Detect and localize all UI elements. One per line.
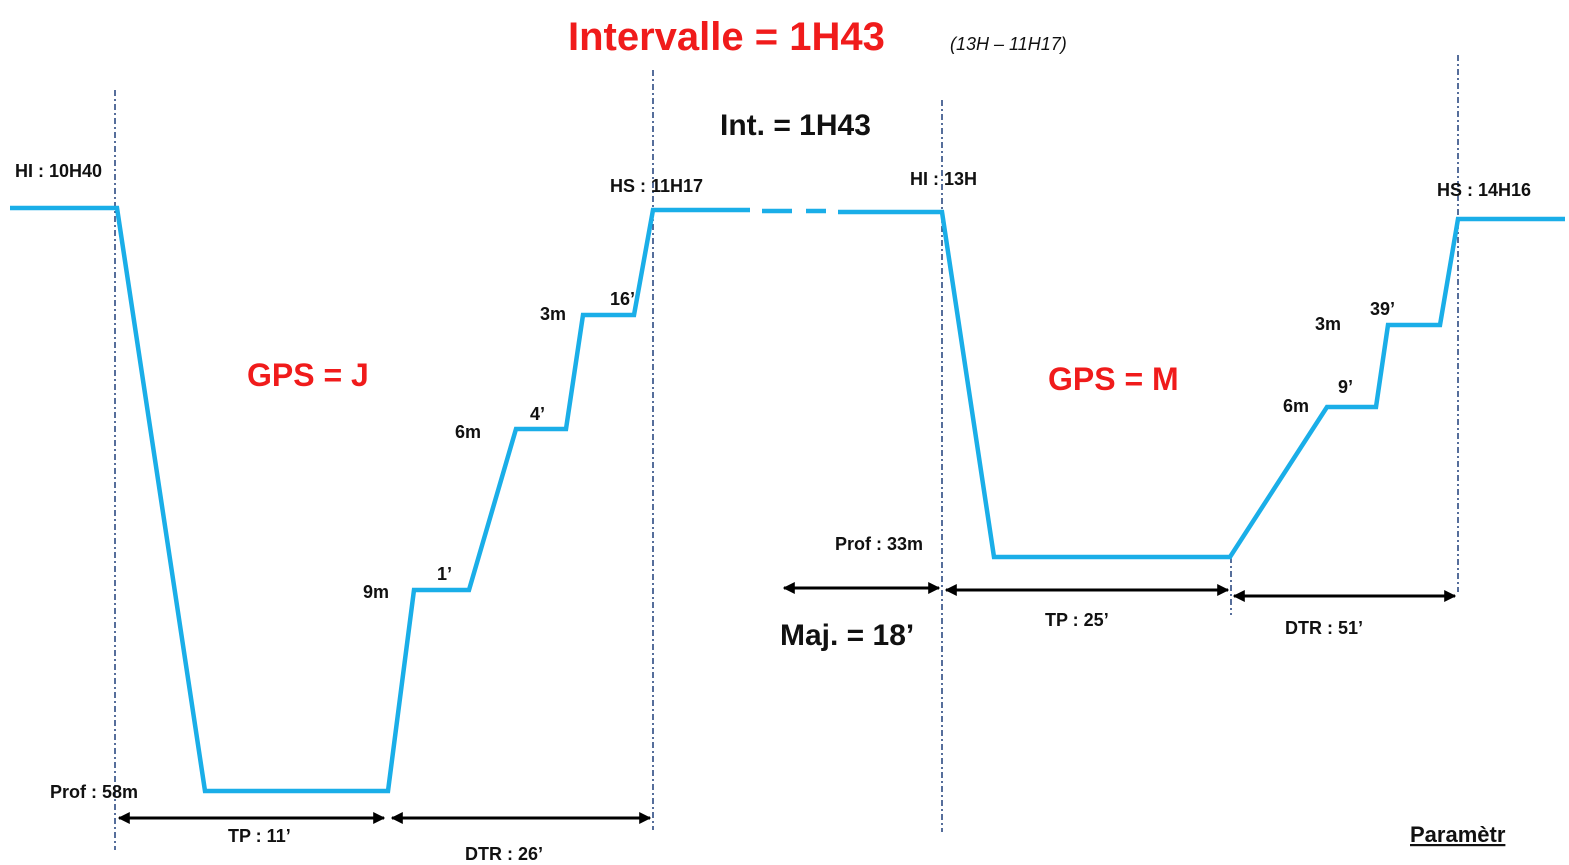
depth: Prof : 33m [835,534,923,554]
gps: GPS = M [1048,361,1179,397]
end-time: HS : 11H17 [610,176,703,196]
dive-profile [838,209,1565,560]
subtitle: (13H – 11H17) [950,34,1067,54]
stop-time: 9’ [1338,377,1353,397]
stop-time: 16’ [610,289,635,309]
stop-depth: 6m [455,422,481,442]
bottom-time: TP : 11’ [228,826,291,846]
stop-depth: 3m [1315,314,1341,334]
stop-time: 39’ [1370,299,1395,319]
start-time: HI : 10H40 [15,161,102,181]
dive-profile [10,205,750,794]
end-time: HS : 14H16 [1437,180,1531,200]
majoration: Maj. = 18’ [780,619,914,652]
stop-time: 1’ [437,564,452,584]
stop-time: 4’ [530,404,545,424]
ascent-time: DTR : 26’ [465,844,543,864]
ascent-time: DTR : 51’ [1285,618,1363,638]
stop-depth: 9m [363,582,389,602]
interval: Int. = 1H43 [720,109,871,142]
gps: GPS = J [247,357,369,393]
depth: Prof : 58m [50,782,138,802]
title: Intervalle = 1H43 [568,15,885,59]
bottom-time: TP : 25’ [1045,610,1109,630]
stop-depth: 6m [1283,396,1309,416]
stop-depth: 3m [540,304,566,324]
footer: Paramètr [1410,822,1506,847]
start-time: HI : 13H [910,169,977,189]
